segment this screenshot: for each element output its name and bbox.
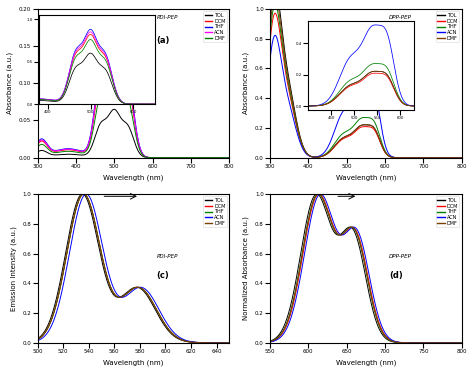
Y-axis label: Emission Intensity (a.u.): Emission Intensity (a.u.) <box>10 226 17 311</box>
Y-axis label: Absorbance (a.u.): Absorbance (a.u.) <box>7 52 13 115</box>
Text: DPP-PEP: DPP-PEP <box>389 254 412 258</box>
Legend: TOL, DCM, THF, ACN, DMF: TOL, DCM, THF, ACN, DMF <box>203 11 227 42</box>
X-axis label: Wavelength (nm): Wavelength (nm) <box>336 175 396 181</box>
Legend: TOL, DCM, THF, ACN, DMF: TOL, DCM, THF, ACN, DMF <box>203 197 227 227</box>
Text: DPP-PEP: DPP-PEP <box>389 15 412 20</box>
Legend: TOL, DCM, THF, ACN, DMF: TOL, DCM, THF, ACN, DMF <box>436 11 459 42</box>
Text: PDI-PEP: PDI-PEP <box>156 15 178 20</box>
Legend: TOL, DCM, THF, ACN, DMF: TOL, DCM, THF, ACN, DMF <box>436 197 459 227</box>
Y-axis label: Absorbance (a.u.): Absorbance (a.u.) <box>243 52 249 115</box>
Text: PDI-PEP: PDI-PEP <box>156 254 178 258</box>
X-axis label: Wavelength (nm): Wavelength (nm) <box>103 360 164 366</box>
Text: (c): (c) <box>156 272 169 280</box>
X-axis label: Wavelength (nm): Wavelength (nm) <box>336 360 396 366</box>
X-axis label: Wavelength (nm): Wavelength (nm) <box>103 175 164 181</box>
Text: (a): (a) <box>156 36 170 45</box>
Text: (d): (d) <box>389 272 402 280</box>
Text: (b): (b) <box>389 36 402 45</box>
Y-axis label: Normalized Absorbance (a.u.): Normalized Absorbance (a.u.) <box>243 216 249 320</box>
